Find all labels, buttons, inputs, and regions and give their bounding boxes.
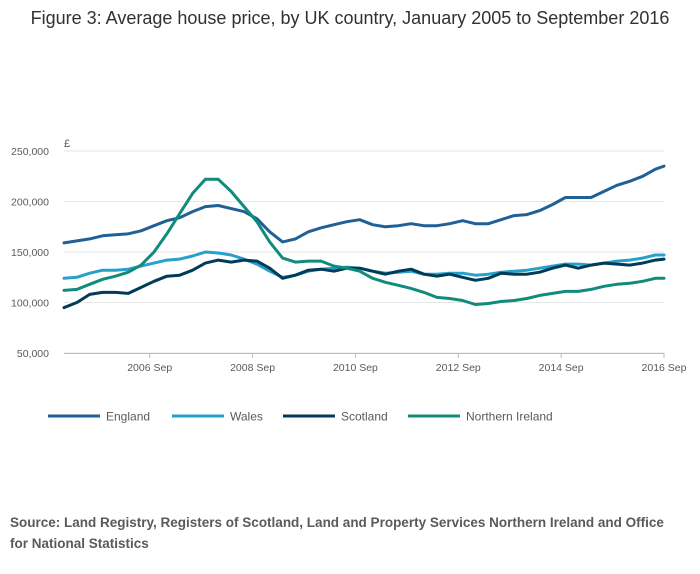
legend-label: England <box>106 410 150 424</box>
y-tick-label: 250,000 <box>11 146 49 158</box>
x-tick-label: 2014 Sep <box>539 362 584 374</box>
series-line-northern-ireland <box>62 177 666 306</box>
x-tick-label: 2008 Sep <box>230 362 275 374</box>
series-line-scotland <box>62 257 666 310</box>
x-tick-label: 2010 Sep <box>333 362 378 374</box>
y-tick-label: 50,000 <box>17 348 49 360</box>
x-tick-label: 2006 Sep <box>127 362 172 374</box>
chart-title: Figure 3: Average house price, by UK cou… <box>30 8 670 28</box>
series-lines <box>62 164 666 310</box>
y-tick-label: 100,000 <box>11 298 49 310</box>
y-axis: £ 50,000 100,000 150,000 200,000 250,000 <box>11 138 70 360</box>
legend-item-scotland: Scotland <box>283 410 388 424</box>
source-note: Source: Land Registry, Registers of Scot… <box>10 515 664 551</box>
legend-item-northern-ireland: Northern Ireland <box>408 410 553 424</box>
x-axis: 2006 Sep 2008 Sep 2010 Sep 2012 Sep 2014 Sep… <box>64 353 687 374</box>
y-tick-label: 200,000 <box>11 197 49 209</box>
legend-item-england: England <box>48 410 150 424</box>
legend-item-wales: Wales <box>172 410 263 424</box>
x-tick-label: 2016 Sep <box>642 362 687 374</box>
legend-label: Wales <box>230 410 263 424</box>
series-line-england <box>62 164 666 245</box>
y-axis-unit-label: £ <box>64 138 70 150</box>
legend-label: Northern Ireland <box>466 410 553 424</box>
y-tick-label: 150,000 <box>11 247 49 259</box>
legend-label: Scotland <box>341 410 388 424</box>
x-tick-label: 2012 Sep <box>436 362 481 374</box>
legend: England Wales Scotland Northern Ireland <box>48 410 553 424</box>
line-chart: £ 50,000 100,000 150,000 200,000 250,000 200… <box>11 138 687 424</box>
